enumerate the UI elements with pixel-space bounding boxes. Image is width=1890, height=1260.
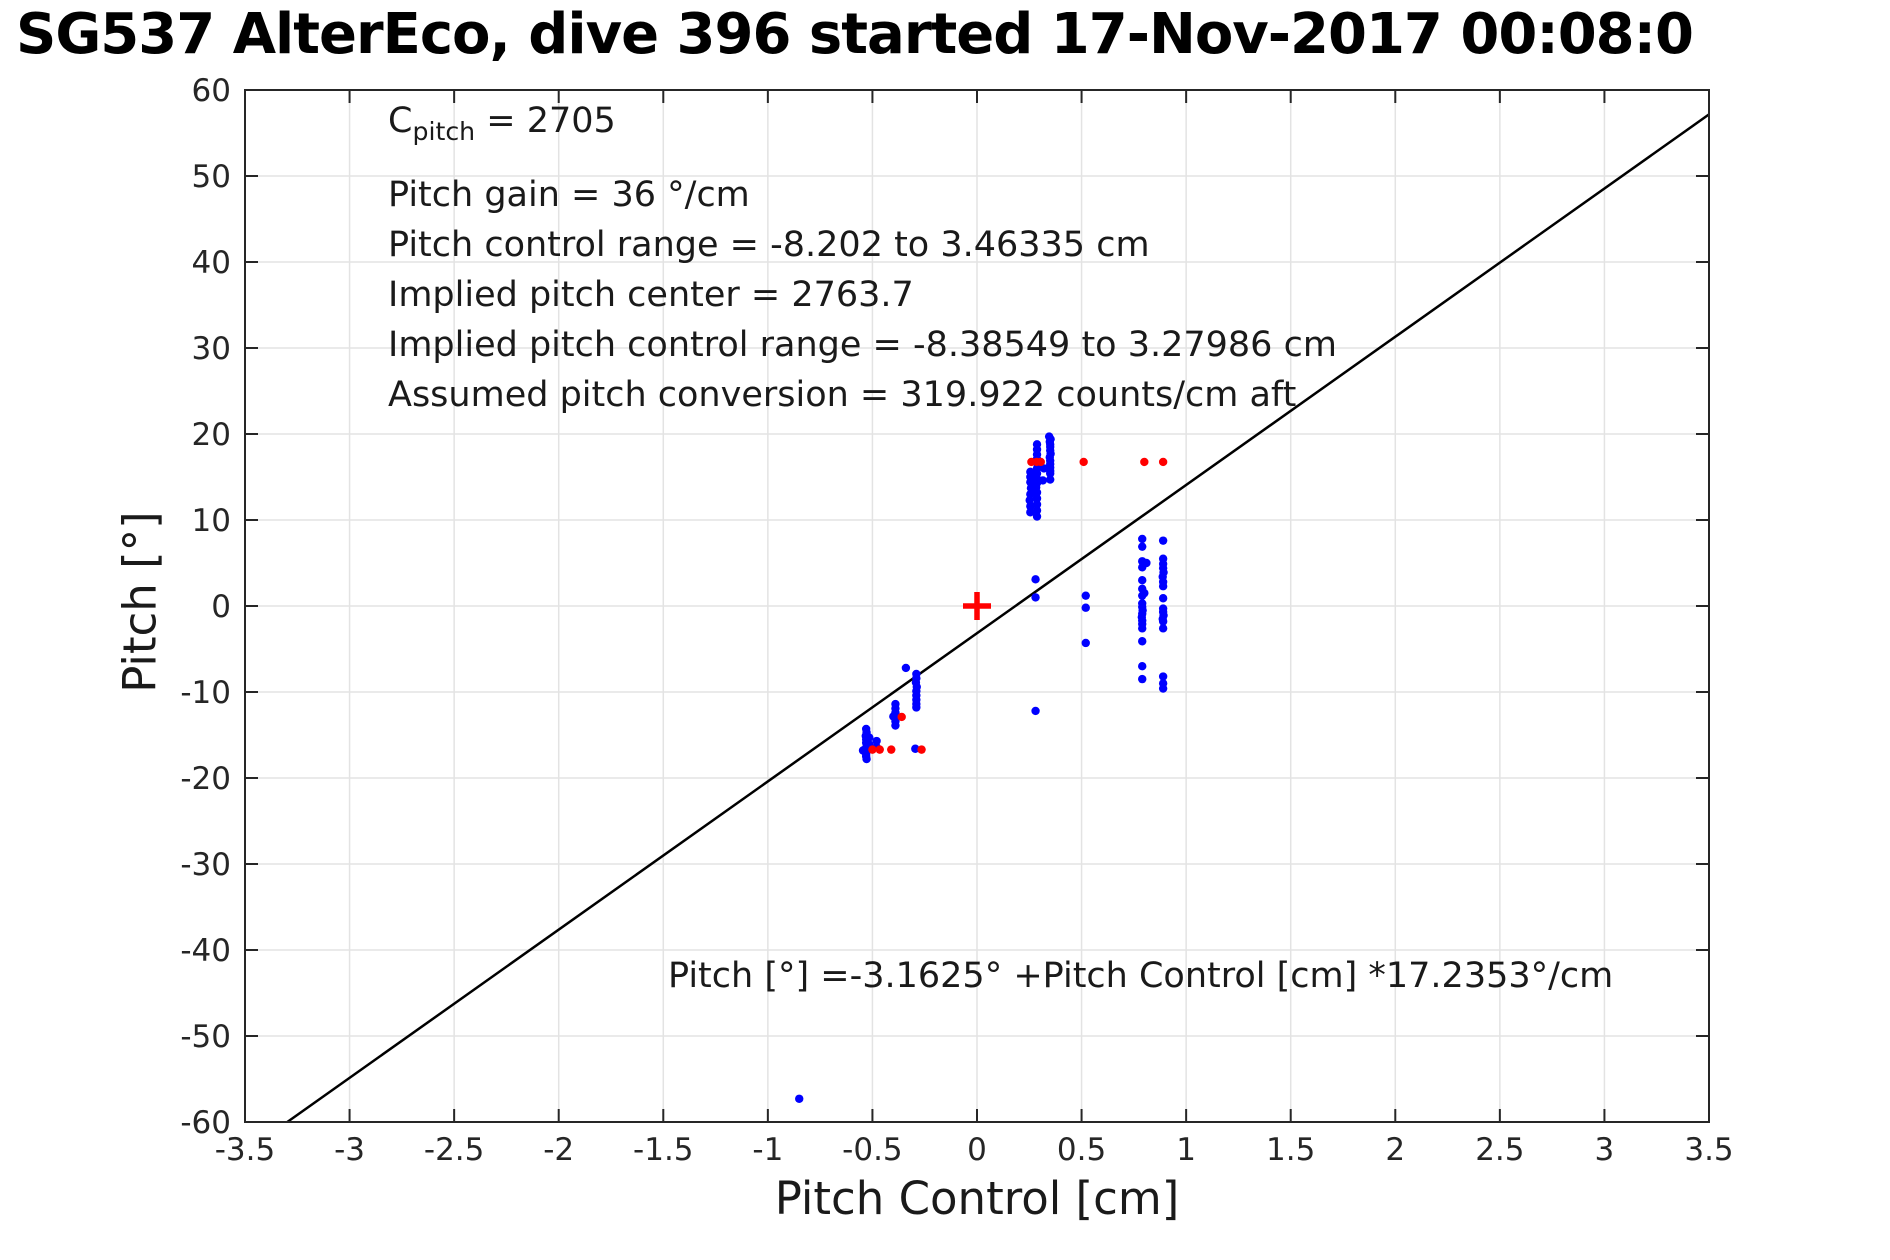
y-tick-label: 60	[192, 73, 231, 109]
x-tick-label: 1.5	[1266, 1132, 1315, 1168]
x-tick-labels: -3.5 -3 -2.5 -2 -1.5 -1 -0.5 0 0.5 1 1.5 2 2.5 3 3.5	[215, 1132, 1734, 1168]
c-pitch-symbol: C	[388, 101, 413, 141]
x-tick-label: -2.5	[424, 1132, 485, 1168]
fit-line	[286, 113, 1710, 1124]
y-tick-label: -40	[180, 933, 231, 969]
y-tick-label: -20	[180, 761, 231, 797]
y-tick-label: -60	[180, 1105, 231, 1141]
x-tick-label: 3.5	[1684, 1132, 1733, 1168]
fit-equation: Pitch [°] =-3.1625° +Pitch Control [cm] …	[668, 956, 1614, 996]
axes-box	[244, 89, 1710, 1123]
c-pitch-value: = 2705	[475, 101, 616, 141]
y-axis-label: Pitch [°]	[113, 511, 167, 693]
y-tick-label: -10	[180, 675, 231, 711]
pitch-control-range-line: Pitch control range = -8.202 to 3.46335 …	[388, 225, 1150, 265]
origin-plus-marker	[963, 592, 991, 620]
implied-pitch-control-range-line: Implied pitch control range = -8.38549 t…	[388, 325, 1337, 365]
y-tick-label: 30	[192, 331, 231, 367]
x-tick-label: 0	[967, 1132, 987, 1168]
implied-pitch-center-line: Implied pitch center = 2763.7	[388, 275, 914, 315]
x-tick-label: -2	[543, 1132, 574, 1168]
x-tick-label: 2.5	[1475, 1132, 1524, 1168]
x-tick-label: 1	[1176, 1132, 1196, 1168]
fit-info-block: Cpitch = 2705 Pitch gain = 36 °/cm Pitch…	[388, 96, 1337, 420]
x-tick-label: 2	[1385, 1132, 1405, 1168]
assumed-pitch-conversion-line: Assumed pitch conversion = 319.922 count…	[388, 375, 1297, 415]
c-pitch-line: Cpitch = 2705	[388, 96, 1337, 157]
y-tick-label: 20	[192, 417, 231, 453]
y-tick-label: 10	[192, 503, 231, 539]
x-tick-label: 3	[1595, 1132, 1615, 1168]
y-tick-label: 0	[211, 589, 231, 625]
x-tick-label: 0.5	[1057, 1132, 1106, 1168]
x-tick-label: -0.5	[842, 1132, 903, 1168]
figure-title: SG537 AlterEco, dive 396 started 17-Nov-…	[16, 2, 1694, 67]
x-tick-label: -1.5	[633, 1132, 694, 1168]
pitch-gain-line: Pitch gain = 36 °/cm	[388, 175, 750, 215]
x-tick-label: -3.5	[215, 1132, 276, 1168]
y-tick-label: 40	[192, 245, 231, 281]
series-pitch-observations	[795, 432, 1168, 1103]
y-tick-label: -30	[180, 847, 231, 883]
y-tick-labels: -60 -50 -40 -30 -20 -10 0 10 20 30 40 50 60	[180, 73, 231, 1141]
c-pitch-subscript: pitch	[412, 117, 476, 146]
series-pitch-flagged	[868, 457, 1168, 754]
x-axis-label: Pitch Control [cm]	[774, 1172, 1180, 1225]
y-tick-label: -50	[180, 1019, 231, 1055]
y-tick-label: 50	[192, 159, 231, 195]
x-tick-label: -1	[752, 1132, 783, 1168]
x-tick-label: -3	[334, 1132, 365, 1168]
